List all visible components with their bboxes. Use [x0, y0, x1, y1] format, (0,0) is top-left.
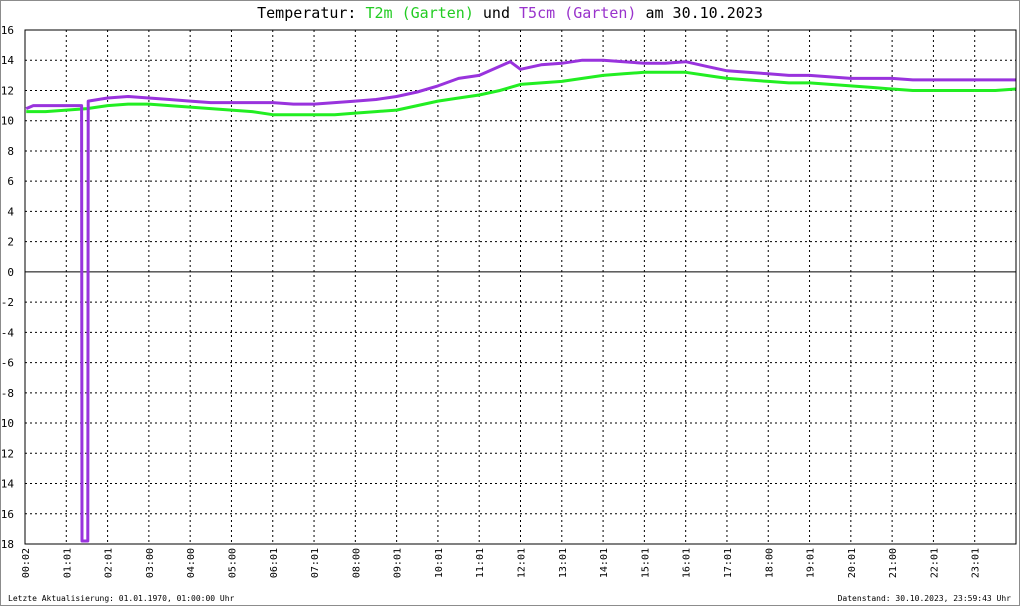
x-tick-label: 14:01	[599, 548, 610, 578]
x-tick-label: 01:01	[62, 548, 73, 578]
series-layer	[25, 58, 1017, 543]
title-joiner: und	[473, 4, 520, 22]
y-tick-label: 16	[1, 24, 14, 37]
x-tick-label: 06:01	[269, 548, 280, 578]
series-line-t5cm	[25, 58, 1016, 543]
x-tick-label: 02:01	[104, 548, 115, 578]
x-tick-label: 15:01	[640, 548, 651, 578]
title-prefix: Temperatur:	[257, 4, 366, 22]
y-tick-label: -10	[0, 417, 14, 430]
x-tick-label: 11:01	[475, 548, 486, 578]
x-tick-label: 21:00	[888, 548, 899, 578]
y-tick-label: -6	[1, 357, 14, 370]
y-tick-label: -16	[0, 508, 14, 521]
footer-data-status: Datenstand: 30.10.2023, 23:59:43 Uhr	[837, 594, 1011, 603]
y-tick-label: 0	[7, 266, 14, 279]
title-series-t5cm: T5cm (Garten)	[519, 4, 637, 22]
x-axis-ticks: 00:02 01:01 02:01 03:00 04:00 05:00 06:01 07:01…	[21, 548, 982, 578]
y-tick-label: 12	[1, 84, 14, 97]
x-tick-label: 03:00	[145, 548, 156, 578]
y-tick-label: -4	[1, 326, 15, 339]
y-tick-label: -2	[1, 296, 14, 309]
y-axis-ticks: 16 14 12 10 8 6 4 2 0 -2 -4 -6 -8 -10 -12 -14 -16 -18	[0, 24, 14, 551]
title-series-t2m: T2m (Garten)	[365, 4, 474, 22]
x-tick-label: 20:01	[847, 548, 858, 578]
y-tick-label: 8	[7, 145, 14, 158]
x-tick-label: 16:01	[682, 548, 693, 578]
x-tick-label: 19:01	[806, 548, 817, 578]
y-tick-label: -14	[0, 478, 14, 491]
y-tick-label: 10	[1, 115, 14, 128]
y-tick-label: 6	[7, 175, 14, 188]
x-tick-label: 10:01	[434, 548, 445, 578]
x-tick-label: 09:01	[393, 548, 404, 578]
x-tick-label: 00:02	[21, 548, 32, 578]
y-tick-label: 2	[7, 236, 14, 249]
y-tick-label: -8	[1, 387, 14, 400]
x-tick-label: 23:01	[971, 548, 982, 578]
x-tick-label: 04:00	[186, 548, 197, 578]
y-tick-label: -12	[0, 447, 14, 460]
y-tick-label: 4	[7, 205, 14, 218]
plot-border	[24, 29, 1017, 545]
x-tick-label: 12:01	[517, 548, 528, 578]
x-tick-label: 05:00	[227, 548, 238, 578]
series-line-t2m	[26, 70, 1017, 117]
x-tick-label: 13:01	[558, 548, 569, 578]
title-suffix: am 30.10.2023	[636, 4, 763, 22]
x-tick-label: 08:00	[351, 548, 362, 578]
x-tick-label: 17:01	[723, 548, 734, 578]
x-tick-label: 18:00	[764, 548, 775, 578]
x-tick-label: 07:01	[310, 548, 321, 578]
chart-title: Temperatur: T2m (Garten) und T5cm (Garte…	[0, 4, 1020, 22]
x-tick-label: 22:01	[929, 548, 940, 578]
footer-last-update: Letzte Aktualisierung: 01.01.1970, 01:00…	[8, 594, 235, 603]
y-tick-label: -18	[0, 538, 14, 551]
y-tick-label: 14	[1, 54, 15, 67]
